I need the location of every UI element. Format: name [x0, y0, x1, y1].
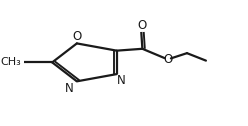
Text: O: O	[138, 20, 147, 33]
Text: CH₃: CH₃	[0, 57, 21, 67]
Text: O: O	[163, 53, 172, 66]
Text: N: N	[65, 82, 73, 95]
Text: N: N	[117, 74, 125, 87]
Text: O: O	[72, 30, 82, 43]
